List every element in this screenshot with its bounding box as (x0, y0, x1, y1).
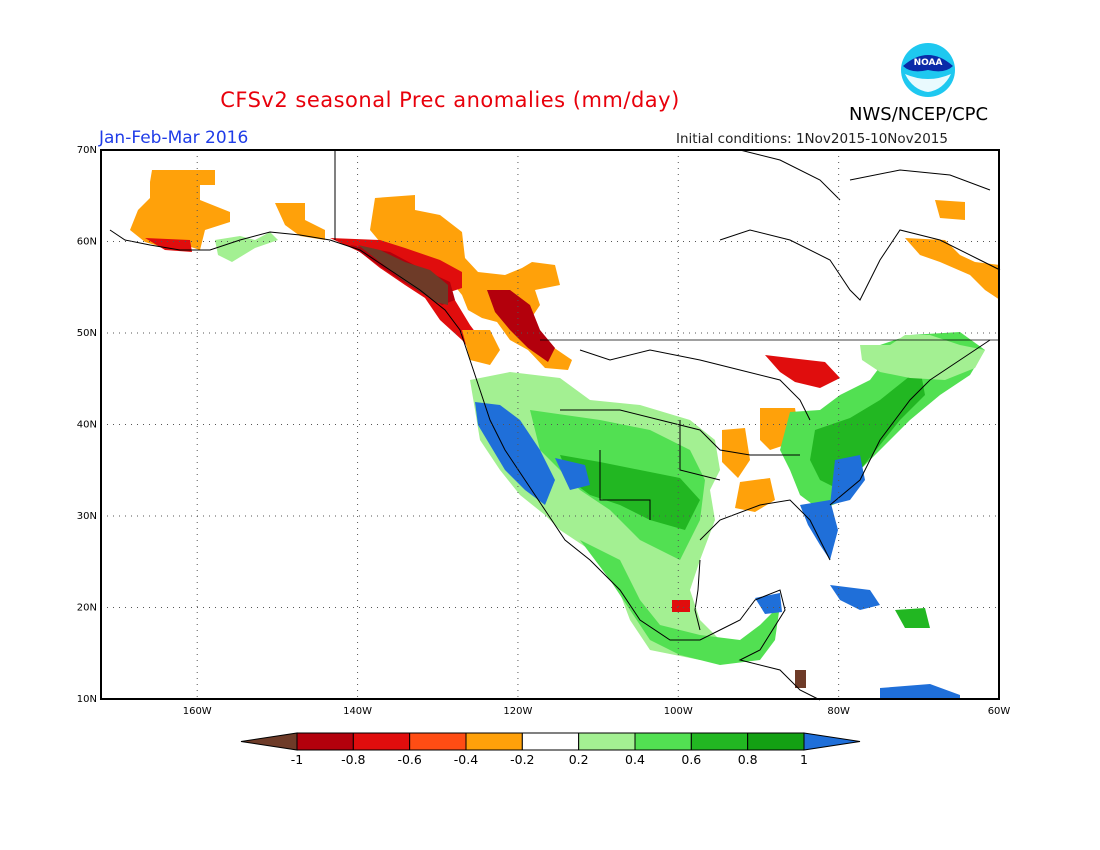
season-label: Jan-Feb-Mar 2016 (99, 128, 249, 148)
lon-tick-label: 80W (827, 706, 850, 717)
lat-tick-label: 10N (77, 694, 97, 705)
anomaly-region-yucatan-blue (755, 593, 782, 614)
anomaly-region-lakes-red (765, 355, 840, 388)
lat-tick-label: 70N (77, 145, 97, 156)
colorbar-bin (521, 732, 580, 751)
lat-tick-label: 50N (77, 328, 97, 339)
anomaly-region-alaska-red (145, 238, 192, 252)
anomaly-region-cuba-blue (830, 585, 880, 610)
colorbar-label: -0.8 (341, 752, 365, 767)
lat-tick-label: 30N (77, 511, 97, 522)
colorbar-bin (465, 732, 523, 751)
anomaly-fill-layer (130, 170, 1000, 700)
colorbar-bin (409, 732, 467, 751)
colorbar-bin (352, 732, 411, 751)
colorbar-bin (747, 732, 805, 751)
lon-tick-label: 140W (343, 706, 372, 717)
anomaly-region-california-blue (475, 402, 555, 505)
lon-tick-label: 60W (988, 706, 1011, 717)
anomaly-region-alaska-green (215, 232, 278, 262)
colorbar-label: 0.6 (681, 752, 701, 767)
anomaly-region-gulf-orange (735, 478, 775, 512)
anomaly-region-alaska-dry (130, 170, 230, 250)
colorbar-label: 0.2 (569, 752, 589, 767)
anomaly-region-hispaniola (895, 608, 930, 628)
logo-text: NOAA (914, 58, 943, 68)
lon-tick-label: 100W (664, 706, 693, 717)
anomaly-region-texas-darkgreen (560, 455, 700, 530)
colorbar-label: 0.8 (738, 752, 758, 767)
anomaly-region-quebec-green (860, 335, 985, 380)
initial-conditions-label: Initial conditions: 1Nov2015-10Nov2015 (676, 131, 948, 147)
organization-label: NWS/NCEP/CPC (849, 104, 989, 125)
colorbar-bin (296, 732, 354, 751)
anomaly-region-panhandle-brown (358, 245, 448, 305)
colorbar-bin (578, 732, 636, 751)
lat-tick-label: 60N (77, 237, 97, 248)
colorbar-label: -0.2 (510, 752, 534, 767)
colorbar-bin (803, 732, 861, 751)
anomaly-region-florida-blue (800, 500, 838, 560)
colorbar-label: -1 (291, 752, 303, 767)
colorbar-bin (634, 732, 692, 751)
anomaly-region-bc-red (330, 238, 485, 360)
anomaly-region-alberta-red (487, 290, 555, 362)
coastlines (109, 149, 1001, 701)
colorbar-label: 0.4 (625, 752, 645, 767)
anomaly-region-washington-orange (462, 330, 500, 365)
noaa-logo: NOAA (893, 40, 963, 104)
colorbar-bin (240, 732, 298, 751)
lat-tick-label: 40N (77, 420, 97, 431)
lon-tick-label: 120W (503, 706, 532, 717)
lon-tick-label: 160W (183, 706, 212, 717)
anomaly-region-caribbean-blue (880, 684, 960, 700)
anomaly-region-mexico-red (672, 600, 690, 612)
map-frame (100, 149, 1000, 700)
colorbar-label: -0.6 (397, 752, 421, 767)
anomaly-region-labrador-orange (905, 238, 1000, 300)
anomaly-region-az-blue (555, 458, 590, 490)
colorbar-label: -0.4 (454, 752, 478, 767)
colorbar-bin (690, 732, 749, 751)
anomaly-region-brown-cent-am (795, 670, 806, 688)
anomaly-region-baffin-orange (935, 200, 965, 220)
chart-title: CFSv2 seasonal Prec anomalies (mm/day) (220, 88, 680, 112)
anomaly-region-gulf-ak-orange (275, 203, 325, 240)
colorbar-label: 1 (800, 752, 808, 767)
lat-tick-label: 20N (77, 603, 97, 614)
colorbar: -1 -0.8 -0.6 -0.4 -0.2 0.2 0.4 0.6 0.8 1 (240, 732, 861, 767)
axis-tick-labels: 10N 20N 30N 40N 50N 60N 70N 160W 140W 120W 100W 80W… (77, 145, 1011, 717)
